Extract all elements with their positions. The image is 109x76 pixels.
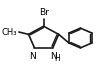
Text: N: N bbox=[29, 52, 36, 61]
Text: N: N bbox=[51, 52, 57, 61]
Text: H: H bbox=[54, 54, 60, 63]
Text: Br: Br bbox=[39, 8, 49, 17]
Text: CH₃: CH₃ bbox=[2, 28, 17, 36]
